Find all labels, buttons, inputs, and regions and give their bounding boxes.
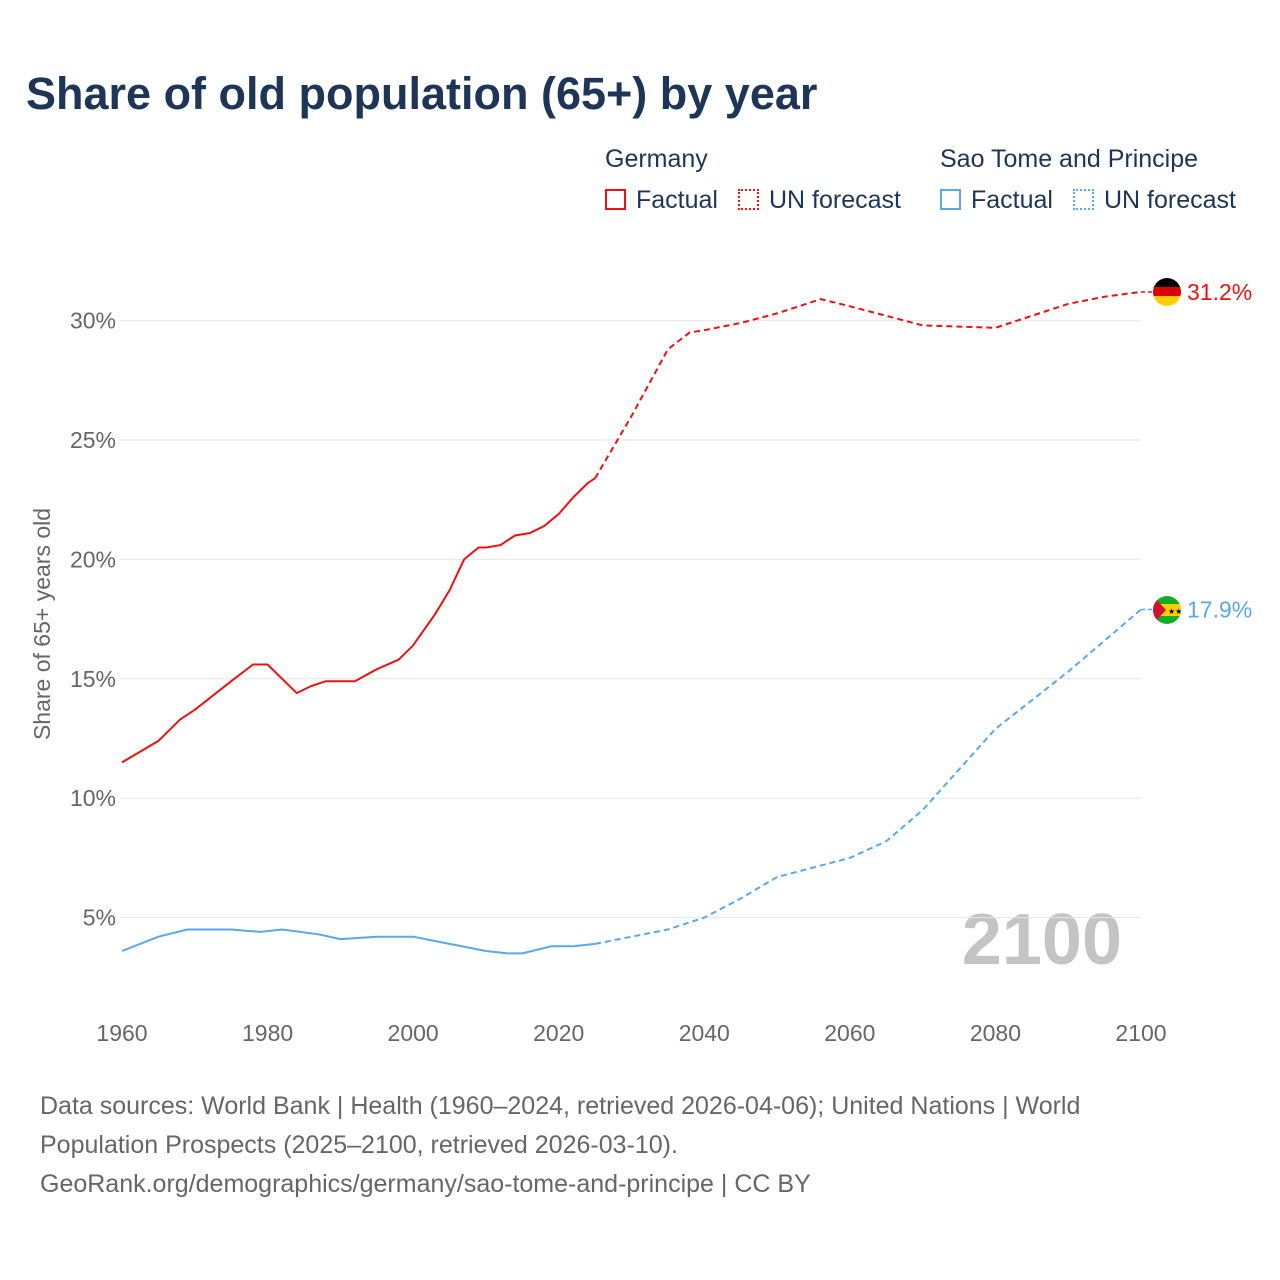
legend-swatch-germany-forecast	[738, 189, 759, 210]
series-line-forecast	[594, 290, 1142, 479]
x-tick-label: 2100	[1115, 1020, 1166, 1046]
footer: Data sources: World Bank | Health (1960–…	[40, 1087, 1080, 1204]
legend-swatch-germany-factual	[605, 189, 626, 210]
legend-swatch-stp-factual	[940, 189, 961, 210]
legend-swatch-stp-forecast	[1073, 189, 1094, 210]
legend-group-stp: Sao Tome and Principe	[940, 145, 1199, 173]
end-value-label: 17.9%	[1187, 597, 1252, 623]
footer-link[interactable]: GeoRank.org/demographics/germany/sao-tom…	[40, 1170, 811, 1198]
x-tick-label: 2000	[388, 1020, 439, 1046]
y-tick-label: 20%	[70, 546, 116, 572]
plot-area: 2100 5% 10% 15% 20% 25% 30% 1960 1980 2000 2020 20…	[29, 278, 1252, 1046]
y-tick-label: 5%	[83, 905, 116, 931]
legend-group-germany: Germany	[605, 145, 708, 173]
y-tick-label: 15%	[70, 666, 116, 692]
legend-germany-forecast[interactable]: UN forecast	[769, 186, 901, 214]
series-line-forecast	[594, 608, 1142, 945]
year-watermark: 2100	[962, 900, 1122, 980]
y-tick-label: 10%	[70, 785, 116, 811]
x-tick-label: 2080	[970, 1020, 1021, 1046]
y-tick-label: 30%	[70, 308, 116, 334]
sao-tome-flag-icon: ★★	[1153, 596, 1182, 624]
end-value-label: 31.2%	[1187, 279, 1252, 305]
legend-stp-factual[interactable]: Factual	[971, 186, 1053, 214]
svg-text:★★: ★★	[1168, 607, 1182, 616]
x-tick-label: 2060	[824, 1020, 875, 1046]
x-tick-label: 1980	[242, 1020, 293, 1046]
legend-germany-factual[interactable]: Factual	[636, 186, 718, 214]
footer-sources-2: Population Prospects (2025–2100, retriev…	[40, 1131, 678, 1159]
series-line-factual	[121, 928, 596, 955]
footer-sources-1: Data sources: World Bank | Health (1960–…	[40, 1092, 1081, 1120]
x-tick-label: 2020	[533, 1020, 584, 1046]
chart-title: Share of old population (65+) by year	[26, 68, 818, 119]
legend-stp-forecast[interactable]: UN forecast	[1104, 186, 1236, 214]
y-axis-label: Share of 65+ years old	[29, 508, 55, 740]
germany-flag-icon	[1153, 278, 1181, 306]
y-tick-label: 25%	[70, 427, 116, 453]
series-line-factual	[121, 477, 596, 764]
x-tick-label: 2040	[679, 1020, 730, 1046]
x-tick-label: 1960	[96, 1020, 147, 1046]
